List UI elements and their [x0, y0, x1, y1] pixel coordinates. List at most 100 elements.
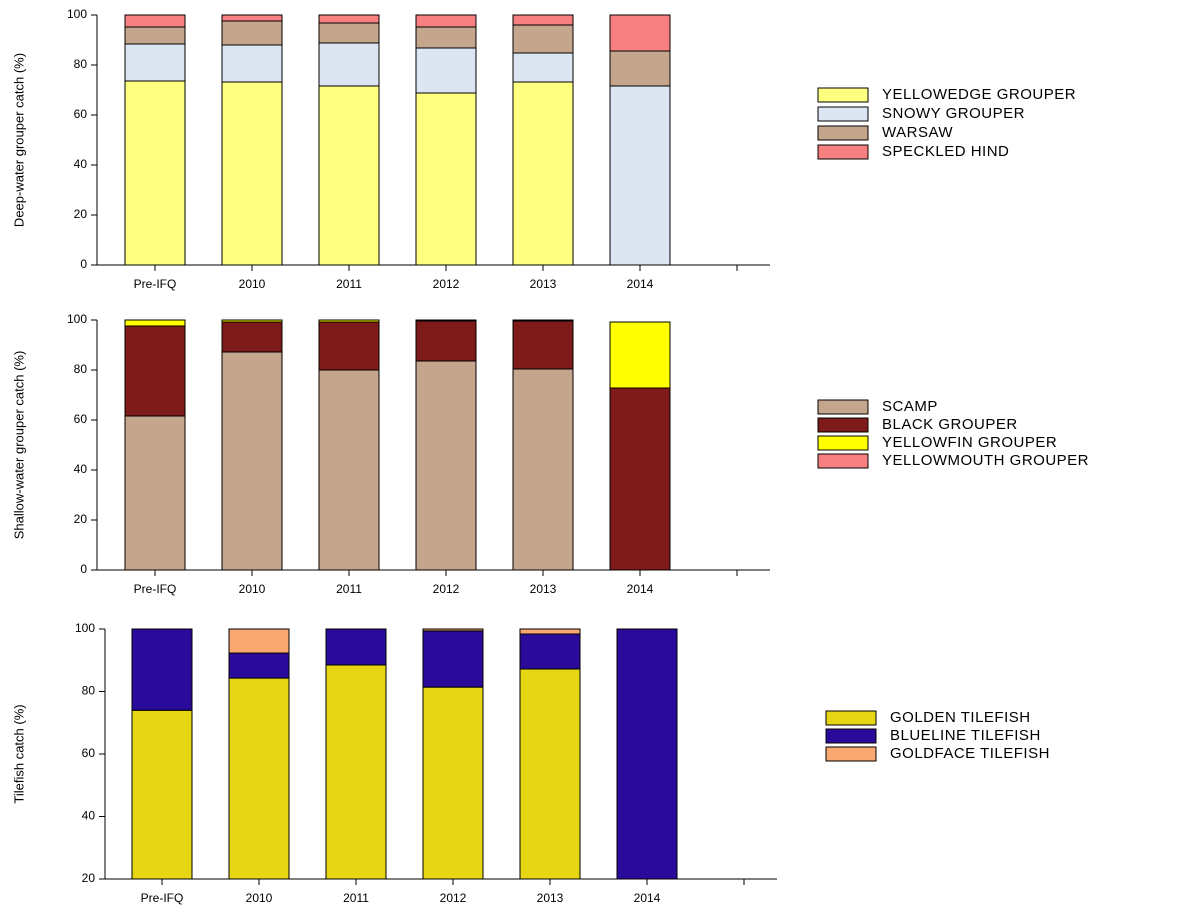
- legend-label: GOLDFACE TILEFISH: [890, 745, 1050, 762]
- bar-segment: [318, 369, 380, 570]
- bar-segment: [221, 44, 283, 83]
- bar-segment: [221, 319, 283, 323]
- y-tick-label: 40: [74, 157, 88, 171]
- x-tick-label: 2014: [634, 891, 661, 905]
- y-tick-label: 60: [82, 746, 96, 760]
- bar-segment: [609, 387, 671, 570]
- bar-segment: [609, 14, 671, 52]
- y-tick-label: 40: [82, 809, 96, 823]
- legend-label: YELLOWEDGE GROUPER: [882, 86, 1076, 103]
- bar-segment: [519, 628, 581, 635]
- bar-segment: [124, 80, 186, 265]
- bar-segment: [415, 319, 477, 322]
- bar-segment: [519, 633, 581, 670]
- bar-segment: [512, 24, 574, 54]
- bar-segment: [415, 26, 477, 49]
- legend-label: YELLOWMOUTH GROUPER: [882, 452, 1089, 469]
- y-tick-label: 0: [80, 562, 87, 576]
- bar-segment: [221, 14, 283, 22]
- bar-segment: [415, 47, 477, 94]
- bar-segment: [131, 709, 193, 879]
- bar-segment: [221, 321, 283, 353]
- bar-segment: [124, 415, 186, 570]
- bar-segment: [318, 22, 380, 44]
- bar-segment: [318, 321, 380, 371]
- bar-segment: [131, 628, 193, 711]
- bar-segment: [221, 81, 283, 265]
- bar-segment: [228, 628, 290, 654]
- x-tick-label: 2010: [239, 277, 266, 291]
- bar-segment: [422, 628, 484, 632]
- legend-label: BLUELINE TILEFISH: [890, 727, 1041, 744]
- bar-segment: [609, 321, 671, 389]
- x-tick-label: 2014: [627, 277, 654, 291]
- x-tick-label: 2012: [440, 891, 467, 905]
- y-tick-label: 100: [67, 312, 87, 326]
- bar-segment: [415, 92, 477, 265]
- bar-segment: [228, 652, 290, 679]
- bars: [124, 14, 671, 265]
- legend-swatch: [817, 125, 869, 141]
- bar-segment: [325, 628, 387, 666]
- y-tick-label: 100: [75, 621, 95, 635]
- legend-swatch: [817, 417, 869, 433]
- legend-swatch: [817, 106, 869, 122]
- x-tick-label: 2010: [246, 891, 273, 905]
- bar-segment: [124, 43, 186, 82]
- legend-label: SPECKLED HIND: [882, 143, 1009, 160]
- bar-segment: [124, 319, 186, 327]
- legend-label: WARSAW: [882, 124, 953, 141]
- x-tick-label: 2012: [433, 582, 460, 596]
- y-tick-label: 20: [74, 207, 88, 221]
- y-tick-label: 20: [82, 871, 96, 885]
- legend-label: YELLOWFIN GROUPER: [882, 434, 1057, 451]
- bar-segment: [124, 26, 186, 45]
- x-tick-label: 2010: [239, 582, 266, 596]
- x-tick-label: 2013: [537, 891, 564, 905]
- bar-segment: [221, 351, 283, 570]
- y-tick-label: 100: [67, 7, 87, 21]
- legend-swatch: [817, 87, 869, 103]
- y-tick-label: 0: [80, 257, 87, 271]
- bar-segment: [228, 677, 290, 879]
- legend-label: SNOWY GROUPER: [882, 105, 1025, 122]
- x-tick-label: Pre-IFQ: [134, 582, 177, 596]
- bar-segment: [609, 85, 671, 265]
- x-tick-label: 2013: [530, 277, 557, 291]
- bar-segment: [422, 686, 484, 879]
- bar-segment: [325, 664, 387, 879]
- bar-segment: [512, 319, 574, 322]
- legend-label: GOLDEN TILEFISH: [890, 709, 1031, 726]
- legend-swatch: [817, 435, 869, 451]
- x-tick-label: 2013: [530, 582, 557, 596]
- bar-segment: [415, 14, 477, 28]
- bar-segment: [422, 630, 484, 688]
- legend-label: SCAMP: [882, 398, 938, 415]
- bar-segment: [512, 52, 574, 83]
- bar-segment: [415, 320, 477, 362]
- x-tick-label: 2011: [336, 582, 362, 596]
- bar-segment: [124, 325, 186, 417]
- legend-swatch: [825, 746, 877, 762]
- bar-segment: [512, 14, 574, 26]
- bar-segment: [318, 42, 380, 87]
- bar-segment: [512, 320, 574, 370]
- y-tick-label: 60: [74, 412, 88, 426]
- bar-segment: [318, 85, 380, 265]
- bar-segment: [415, 360, 477, 570]
- x-tick-label: Pre-IFQ: [134, 277, 177, 291]
- x-tick-label: 2011: [343, 891, 369, 905]
- x-tick-label: 2014: [627, 582, 654, 596]
- legend-swatch: [825, 728, 877, 744]
- y-axis-title: Tilefish catch (%): [11, 704, 26, 803]
- bar-segment: [221, 20, 283, 46]
- y-axis-title: Deep-water grouper catch (%): [11, 53, 26, 227]
- bar-segment: [318, 319, 380, 323]
- y-tick-label: 20: [74, 512, 88, 526]
- y-axis-title: Shallow-water grouper catch (%): [11, 351, 26, 540]
- y-tick-label: 60: [74, 107, 88, 121]
- bars: [131, 628, 678, 879]
- bar-segment: [124, 14, 186, 28]
- x-tick-label: 2012: [433, 277, 460, 291]
- y-tick-label: 40: [74, 462, 88, 476]
